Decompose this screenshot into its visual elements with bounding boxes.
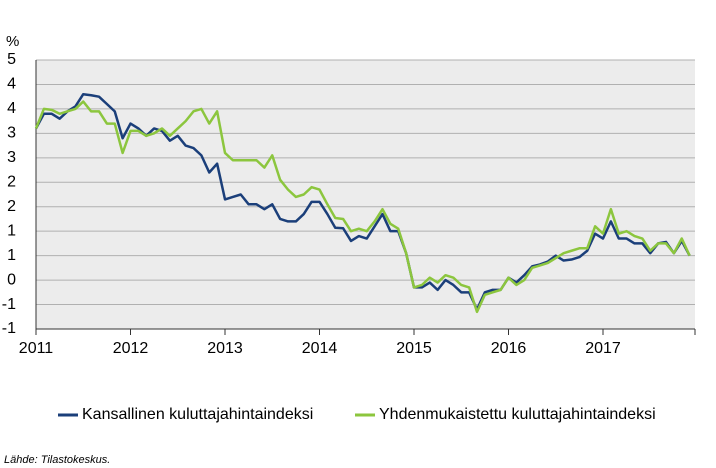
x-tick-label: 2014 (302, 340, 338, 357)
y-tick-label: 3 (7, 149, 16, 166)
x-tick-label: 2017 (585, 340, 621, 357)
legend-label: Kansallinen kuluttajahintaindeksi (82, 406, 313, 423)
x-tick-label: 2016 (491, 340, 527, 357)
y-tick-label: 1 (7, 222, 16, 239)
x-tick-label: 2011 (19, 340, 54, 357)
y-unit: % (6, 33, 19, 50)
y-tick-label: 4 (7, 76, 16, 93)
x-tick-label: 2012 (113, 340, 149, 357)
source: Lähde: Tilastokeskus. (4, 454, 110, 466)
x-tick-label: 2015 (396, 340, 432, 357)
y-tick-label: 3 (7, 125, 16, 142)
y-tick-label: 2 (7, 198, 16, 215)
y-tick-label: 4 (7, 100, 16, 117)
y-tick-label: -1 (2, 320, 16, 337)
plot-area (36, 60, 695, 329)
y-tick-label: 0 (7, 271, 16, 288)
legend-label: Yhdenmukaistettu kuluttajahintaindeksi (379, 406, 656, 423)
y-tick-label: 1 (7, 247, 16, 264)
y-tick-label: -1 (2, 296, 16, 313)
y-tick-label: 5 (7, 51, 16, 68)
x-tick-label: 2013 (207, 340, 243, 357)
series-line (34, 100, 691, 314)
y-tick-label: 2 (7, 173, 16, 190)
